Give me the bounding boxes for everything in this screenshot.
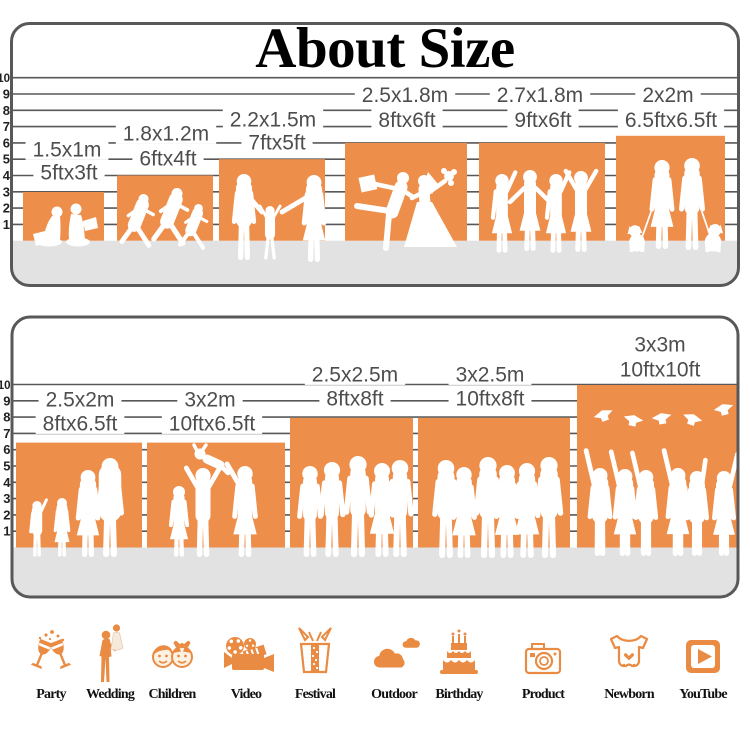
svg-text:Festival: Festival bbox=[295, 687, 336, 702]
svg-text:2x2m: 2x2m bbox=[642, 84, 693, 107]
svg-text:YouTube: YouTube bbox=[679, 687, 727, 702]
svg-text:2: 2 bbox=[3, 507, 10, 522]
svg-text:9: 9 bbox=[3, 87, 10, 102]
svg-text:10ftx6.5ft: 10ftx6.5ft bbox=[169, 412, 256, 435]
svg-text:2: 2 bbox=[3, 201, 10, 216]
svg-text:8: 8 bbox=[3, 103, 10, 118]
svg-text:7: 7 bbox=[3, 119, 10, 134]
svg-text:7: 7 bbox=[3, 426, 10, 441]
svg-text:10: 10 bbox=[0, 73, 10, 85]
svg-text:3x2.5m: 3x2.5m bbox=[456, 363, 525, 386]
svg-text:Outdoor: Outdoor bbox=[371, 687, 417, 702]
svg-text:Video: Video bbox=[231, 687, 262, 702]
svg-text:6: 6 bbox=[3, 442, 10, 457]
svg-text:8ftx6.5ft: 8ftx6.5ft bbox=[43, 412, 118, 435]
svg-text:2.5x1.8m: 2.5x1.8m bbox=[362, 84, 448, 107]
svg-text:Product: Product bbox=[522, 687, 565, 702]
svg-text:2.5x2m: 2.5x2m bbox=[46, 388, 115, 411]
svg-text:3: 3 bbox=[3, 491, 10, 506]
svg-text:10: 10 bbox=[0, 380, 11, 392]
svg-text:2.7x1.8m: 2.7x1.8m bbox=[497, 84, 583, 107]
svg-text:10ftx10ft: 10ftx10ft bbox=[620, 358, 701, 381]
svg-text:8: 8 bbox=[3, 410, 10, 425]
svg-text:Children: Children bbox=[148, 687, 196, 702]
svg-text:4: 4 bbox=[3, 168, 11, 183]
svg-text:5ftx3ft: 5ftx3ft bbox=[40, 161, 97, 184]
svg-text:8ftx6ft: 8ftx6ft bbox=[378, 109, 435, 132]
svg-text:Birthday: Birthday bbox=[435, 687, 483, 702]
svg-text:7ftx5ft: 7ftx5ft bbox=[248, 131, 305, 154]
svg-text:10ftx8ft: 10ftx8ft bbox=[456, 387, 525, 410]
svg-text:5: 5 bbox=[3, 459, 10, 474]
svg-text:5: 5 bbox=[3, 152, 10, 167]
svg-text:3x3m: 3x3m bbox=[634, 333, 685, 356]
svg-text:2.2x1.5m: 2.2x1.5m bbox=[230, 108, 316, 131]
svg-text:8ftx8ft: 8ftx8ft bbox=[326, 387, 383, 410]
svg-text:About Size: About Size bbox=[255, 17, 514, 80]
svg-text:1.8x1.2m: 1.8x1.2m bbox=[123, 122, 209, 145]
svg-text:1: 1 bbox=[3, 524, 10, 539]
svg-text:1.5x1m: 1.5x1m bbox=[33, 138, 102, 161]
svg-text:9: 9 bbox=[3, 393, 10, 408]
svg-text:6.5ftx6.5ft: 6.5ftx6.5ft bbox=[625, 109, 717, 132]
svg-text:Newborn: Newborn bbox=[604, 687, 655, 702]
svg-text:2.5x2.5m: 2.5x2.5m bbox=[312, 363, 398, 386]
svg-text:1: 1 bbox=[3, 217, 10, 232]
svg-text:Wedding: Wedding bbox=[86, 687, 135, 702]
svg-text:9ftx6ft: 9ftx6ft bbox=[514, 109, 571, 132]
svg-text:4: 4 bbox=[3, 475, 11, 490]
svg-text:Party: Party bbox=[36, 687, 66, 702]
svg-text:3x2m: 3x2m bbox=[184, 388, 235, 411]
svg-text:6: 6 bbox=[3, 135, 10, 150]
svg-text:3: 3 bbox=[3, 184, 10, 199]
svg-text:6ftx4ft: 6ftx4ft bbox=[139, 147, 196, 170]
